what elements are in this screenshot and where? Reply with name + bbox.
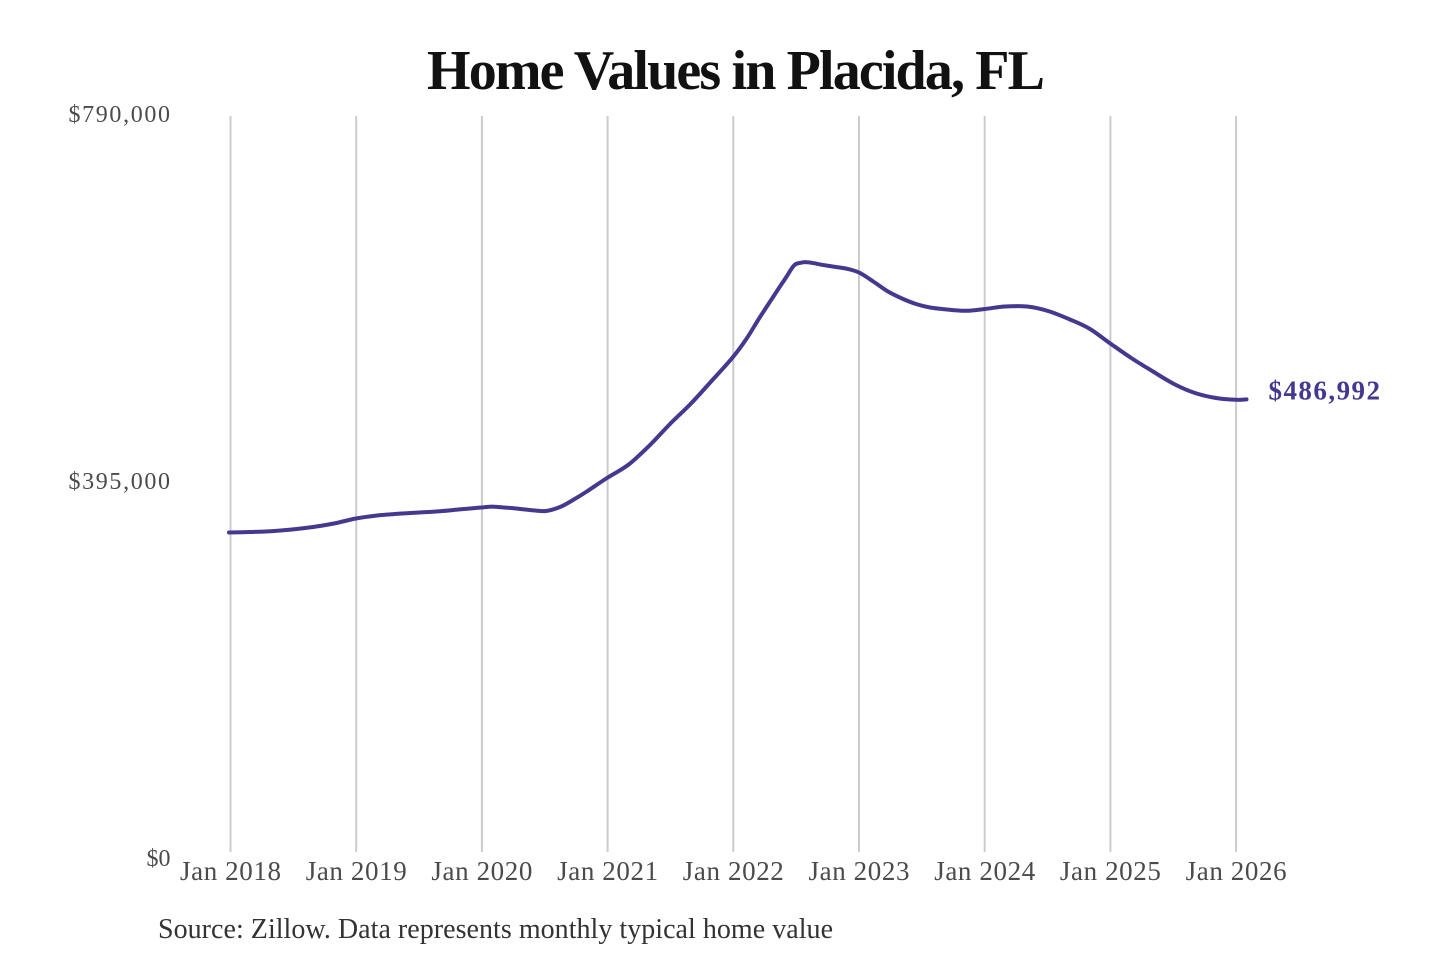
svg-text:Jan 2026: Jan 2026 (1186, 856, 1287, 886)
svg-text:Jan 2020: Jan 2020 (431, 856, 532, 886)
svg-text:$790,000: $790,000 (69, 102, 171, 128)
svg-text:Home Values in Placida, FL: Home Values in Placida, FL (427, 40, 1045, 102)
svg-text:$0: $0 (147, 846, 171, 872)
svg-text:Jan 2024: Jan 2024 (934, 856, 1035, 886)
svg-text:Jan 2022: Jan 2022 (683, 856, 784, 886)
svg-text:Jan 2023: Jan 2023 (809, 856, 910, 886)
svg-text:Jan 2018: Jan 2018 (180, 856, 281, 886)
svg-text:$486,992: $486,992 (1269, 376, 1381, 406)
svg-text:Jan 2021: Jan 2021 (557, 856, 658, 886)
svg-text:Source: Zillow. Data represent: Source: Zillow. Data represents monthly … (158, 914, 833, 945)
svg-text:Jan 2019: Jan 2019 (306, 856, 407, 886)
svg-text:Jan 2025: Jan 2025 (1060, 856, 1161, 886)
svg-text:$395,000: $395,000 (69, 469, 171, 495)
